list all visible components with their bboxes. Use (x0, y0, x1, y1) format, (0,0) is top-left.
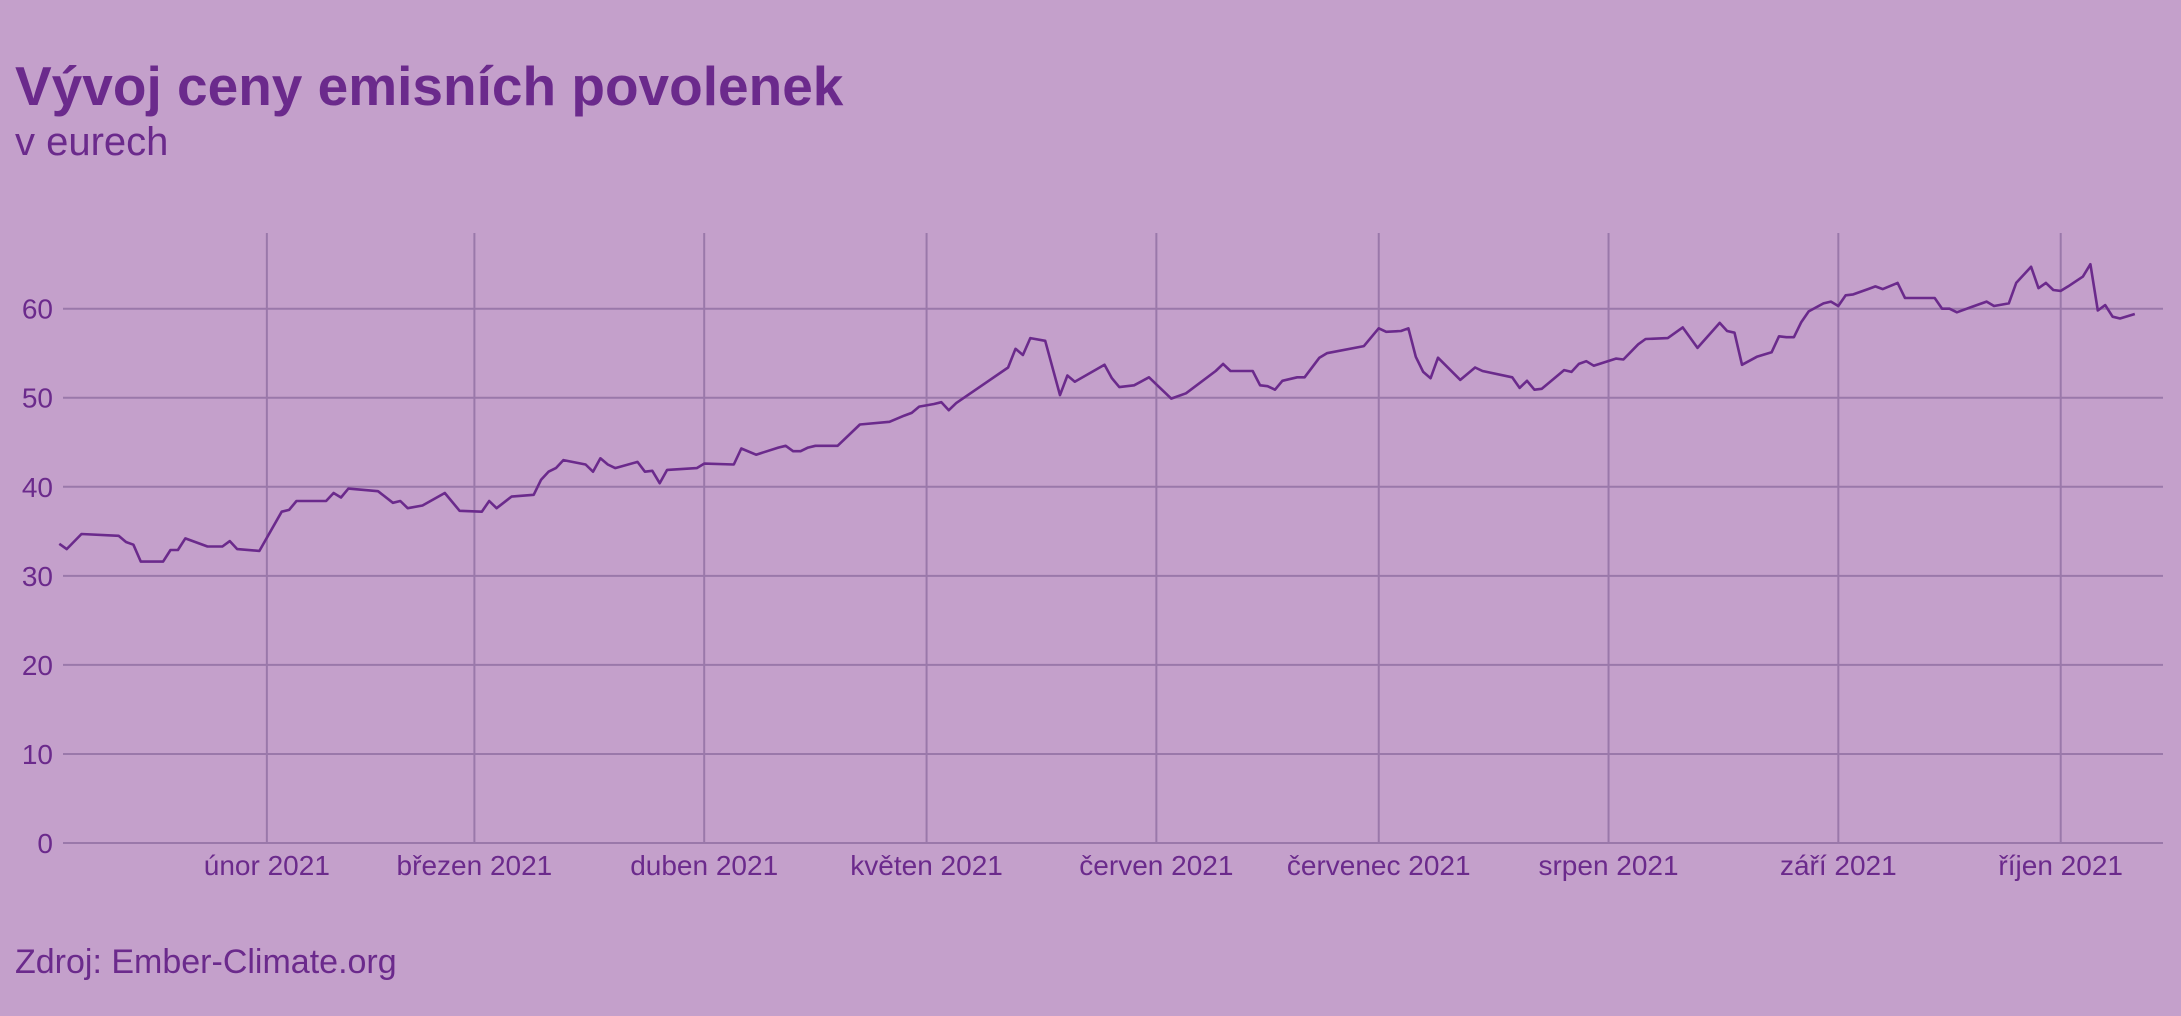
x-tick-label: červen 2021 (1079, 850, 1233, 881)
y-tick-label: 30 (22, 561, 53, 592)
x-tick-label: březen 2021 (397, 850, 553, 881)
source: Zdroj: Ember-Climate.org (15, 943, 397, 981)
y-tick-label: 60 (22, 294, 53, 325)
x-tick-label: říjen 2021 (1998, 850, 2123, 881)
y-tick-label: 20 (22, 650, 53, 681)
y-tick-label: 10 (22, 739, 53, 770)
chart-title: Vývoj ceny emisních povolenek (15, 55, 844, 117)
x-tick-label: únor 2021 (204, 850, 330, 881)
x-tick-label: červenec 2021 (1287, 850, 1471, 881)
y-tick-label: 50 (22, 383, 53, 414)
y-tick-label: 40 (22, 472, 53, 503)
x-tick-label: srpen 2021 (1538, 850, 1678, 881)
x-tick-label: duben 2021 (630, 850, 778, 881)
x-tick-label: květen 2021 (850, 850, 1003, 881)
y-tick-label: 0 (37, 828, 53, 859)
chart-subtitle: v eurech (15, 120, 168, 164)
x-tick-label: září 2021 (1780, 850, 1897, 881)
price-line (58, 262, 2136, 563)
